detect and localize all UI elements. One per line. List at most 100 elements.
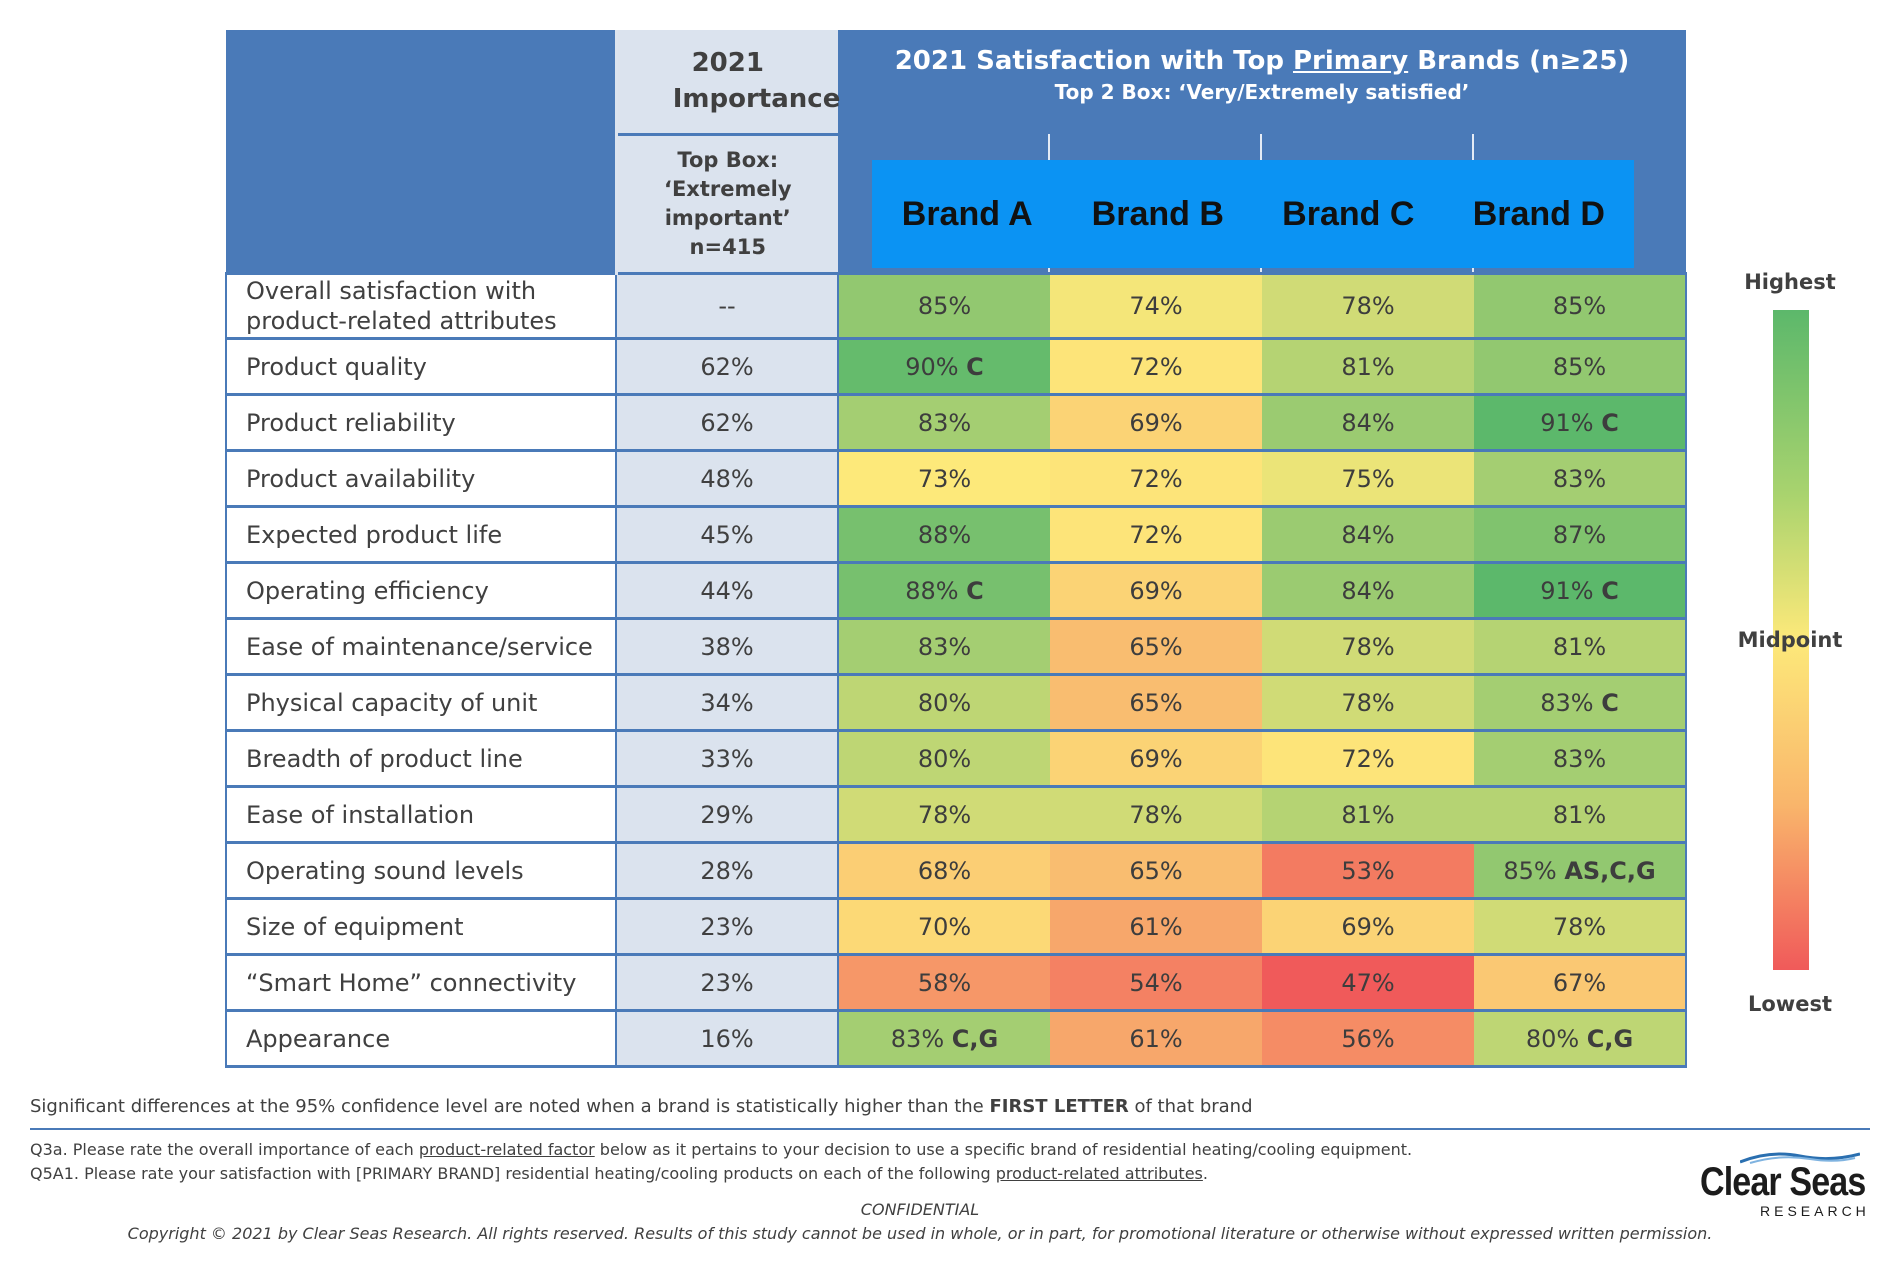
table-row: Physical capacity of unit 34% 80% 65% 78% 83%… — [225, 673, 1688, 731]
significance-letters: C — [966, 352, 984, 381]
table-row: Product availability 48% 73% 72% 75% 83% — [225, 449, 1688, 507]
significance-letters: C — [966, 576, 984, 605]
heatmap-cell: 72% — [1050, 449, 1262, 507]
importance-value: 48% — [616, 449, 838, 507]
satisfaction-heatmap-table: 2021 Importance 2021 Satisfaction with T… — [225, 30, 1688, 1068]
heatmap-cell: 85% AS,C,G — [1474, 841, 1688, 899]
heatmap-cell: 65% — [1050, 673, 1262, 731]
importance-title: 2021 Importance — [672, 48, 841, 115]
significance-letters: C — [1601, 408, 1619, 437]
cell-value: 78% — [1552, 912, 1607, 941]
legend-highest-label: Highest — [1744, 270, 1836, 294]
attribute-label: Breadth of product line — [225, 729, 617, 787]
heatmap-cell: 83% — [1474, 449, 1688, 507]
cell-value: 65% — [1129, 856, 1183, 885]
attribute-label: Size of equipment — [225, 897, 617, 955]
importance-value: 34% — [616, 673, 838, 731]
heatmap-cell: 78% — [1262, 617, 1474, 675]
heatmap-cell: 81% — [1262, 337, 1474, 395]
attribute-label: Operating efficiency — [225, 561, 617, 619]
importance-value: 28% — [616, 841, 838, 899]
cell-value: 83% — [1552, 744, 1607, 773]
brand-name-d: Brand D — [1472, 194, 1605, 233]
heatmap-cell: 65% — [1050, 617, 1262, 675]
question-q3a: Q3a. Please rate the overall importance … — [30, 1140, 1413, 1159]
attribute-label: Overall satisfaction with product-relate… — [225, 272, 617, 339]
importance-value: -- — [616, 272, 838, 339]
importance-value: 29% — [616, 785, 838, 843]
attribute-label: Ease of installation — [225, 785, 617, 843]
cell-value: 69% — [1129, 744, 1183, 773]
heatmap-cell: 91% C — [1474, 561, 1688, 619]
heatmap-cell: 85% — [1474, 272, 1688, 339]
heatmap-cell: 56% — [1262, 1009, 1474, 1068]
attribute-label: Product availability — [225, 449, 617, 507]
cell-value: 53% — [1341, 856, 1395, 885]
heatmap-cell: 47% — [1262, 953, 1474, 1011]
heatmap-cell: 78% — [1050, 785, 1262, 843]
confidential-label: CONFIDENTIAL — [860, 1200, 980, 1219]
importance-header: 2021 Importance — [616, 30, 841, 136]
brand-name-c: Brand C — [1282, 194, 1415, 233]
cell-value: 56% — [1341, 1024, 1395, 1053]
heatmap-cell: 80% C,G — [1474, 1009, 1688, 1068]
cell-value: 83% — [917, 408, 972, 437]
table-row: Overall satisfaction with product-relate… — [225, 272, 1688, 339]
heatmap-cell: 78% — [1262, 673, 1474, 731]
significance-letters: C — [1601, 688, 1619, 717]
heatmap-cell: 67% — [1474, 953, 1688, 1011]
cell-value: 47% — [1341, 968, 1395, 997]
logo-wordmark: Clear Seas — [1700, 1160, 1866, 1204]
table-row: Expected product life 45% 88% 72% 84% 87% — [225, 505, 1688, 563]
wave-icon — [1740, 1152, 1860, 1164]
attribute-label: Appearance — [225, 1009, 617, 1068]
heatmap-cell: 53% — [1262, 841, 1474, 899]
cell-value: 65% — [1129, 688, 1183, 717]
table-row: “Smart Home” connectivity 23% 58% 54% 47% 67% — [225, 953, 1688, 1011]
copyright-notice: Copyright © 2021 by Clear Seas Research.… — [127, 1224, 1713, 1243]
table-row: Ease of maintenance/service 38% 83% 65% 78% 8… — [225, 617, 1688, 675]
table-row: Appearance 16% 83% C,G 61% 56% 80% C,G — [225, 1009, 1688, 1068]
heatmap-cell: 84% — [1262, 561, 1474, 619]
cell-value: 83% — [890, 1024, 945, 1053]
clear-seas-logo: Clear Seas RESEARCH — [1700, 1150, 1870, 1222]
heatmap-cell: 75% — [1262, 449, 1474, 507]
attribute-label: Product quality — [225, 337, 617, 395]
legend-gradient-bar — [1773, 310, 1809, 970]
importance-sub-line: n=415 — [689, 234, 766, 259]
heatmap-cell: 91% C — [1474, 393, 1688, 451]
heatmap-cell: 84% — [1262, 505, 1474, 563]
cell-value: 91% — [1540, 576, 1594, 605]
brand-header-row: Brand A Brand B Brand C Brand D — [838, 134, 1687, 274]
importance-sub-line: ‘Extremely — [663, 176, 792, 201]
heatmap-cell: 84% — [1262, 393, 1474, 451]
heatmap-cell: 73% — [837, 449, 1050, 507]
cell-value: 85% — [1552, 352, 1607, 381]
importance-value: 33% — [616, 729, 838, 787]
cell-value: 74% — [1129, 292, 1183, 320]
cell-value: 73% — [917, 464, 972, 493]
heatmap-cell: 83% — [837, 617, 1050, 675]
heatmap-cell: 85% — [1474, 337, 1688, 395]
cell-value: 80% — [917, 744, 972, 773]
heatmap-cell: 83% C — [1474, 673, 1688, 731]
heatmap-cell: 69% — [1262, 897, 1474, 955]
cell-value: 72% — [1129, 352, 1183, 381]
cell-value: 61% — [1129, 912, 1183, 941]
heatmap-cell: 83% — [837, 393, 1050, 451]
cell-value: 78% — [1129, 800, 1183, 829]
footer-divider — [30, 1128, 1870, 1130]
cell-value: 80% — [917, 688, 972, 717]
importance-value: 23% — [616, 897, 838, 955]
table-row: Product reliability 62% 83% 69% 84% 91% C — [225, 393, 1688, 451]
cell-value: 87% — [1552, 520, 1607, 549]
heatmap-cell: 87% — [1474, 505, 1688, 563]
heatmap-cell: 61% — [1050, 1009, 1262, 1068]
cell-value: 69% — [1129, 408, 1183, 437]
cell-value: 68% — [917, 856, 972, 885]
cell-value: 81% — [1552, 632, 1607, 661]
cell-value: 81% — [1341, 352, 1395, 381]
color-scale-legend: Highest Midpoint Lowest — [1725, 270, 1855, 1030]
table-row: Size of equipment 23% 70% 61% 69% 78% — [225, 897, 1688, 955]
cell-value: 54% — [1129, 968, 1183, 997]
